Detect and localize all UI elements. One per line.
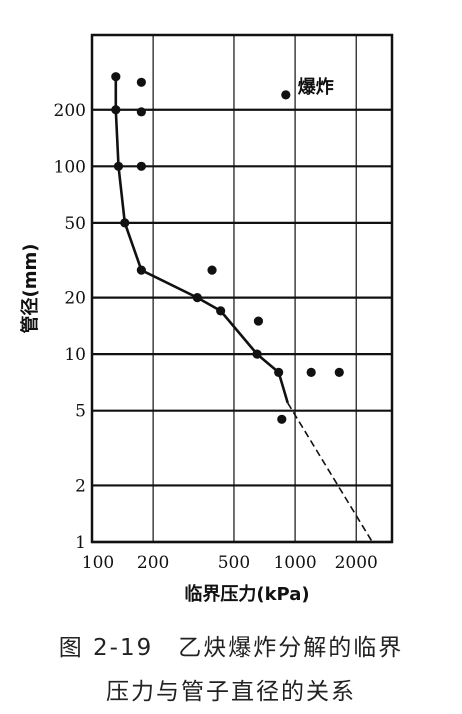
data-point: [334, 367, 344, 377]
data-point: [192, 293, 202, 303]
annotation-label: 爆炸: [298, 76, 334, 98]
data-point: [252, 349, 262, 359]
y-tick-label: 50: [64, 214, 86, 234]
figure-caption-line-1: 图 2-19 乙炔爆炸分解的临界: [58, 635, 404, 661]
annotations: 爆炸: [298, 76, 334, 98]
y-tick-label: 1: [75, 533, 86, 553]
data-point: [253, 316, 264, 326]
data-point: [113, 161, 124, 171]
extrapolated-dashed-line: [287, 402, 373, 543]
data-point: [207, 265, 217, 275]
chart: 1 2 5 10 20 50 100 200 100 200 500 1000 2000 爆炸 管径(…: [19, 33, 394, 605]
plot-frame: [90, 33, 394, 544]
data-point: [281, 90, 291, 100]
x-tick-label: 100: [82, 553, 114, 573]
data-point: [277, 414, 287, 424]
data-point: [120, 218, 130, 228]
x-tick-label: 1000: [273, 553, 316, 573]
fitted-curve: [114, 76, 373, 543]
y-tick-label: 2: [75, 476, 86, 496]
data-point: [136, 107, 146, 117]
data-point: [216, 306, 226, 316]
y-tick-label: 100: [54, 157, 86, 177]
x-tick-label: 500: [218, 553, 250, 573]
y-tick-label: 200: [54, 101, 86, 121]
x-tick-label: 2000: [335, 553, 378, 573]
data-point: [111, 72, 121, 82]
y-axis-label: 管径(mm): [19, 244, 41, 334]
y-tick-label: 10: [64, 345, 86, 365]
data-points: [111, 72, 344, 424]
x-tick-label: 200: [137, 553, 169, 573]
y-tick-label: 5: [75, 402, 86, 422]
data-point: [136, 265, 146, 275]
x-axis-label: 临界压力(kPa): [184, 583, 309, 605]
fitted-curve-line: [114, 76, 289, 404]
y-tick-labels: 1 2 5 10 20 50 100 200: [54, 101, 86, 553]
data-point: [274, 367, 284, 377]
data-point: [136, 77, 146, 87]
x-tick-labels: 100 200 500 1000 2000: [82, 553, 378, 573]
y-tick-label: 20: [64, 289, 86, 309]
data-point: [136, 161, 146, 171]
figure-caption-line-2: 压力与管子直径的关系: [106, 679, 356, 705]
data-point: [111, 105, 121, 115]
data-point: [306, 367, 316, 377]
